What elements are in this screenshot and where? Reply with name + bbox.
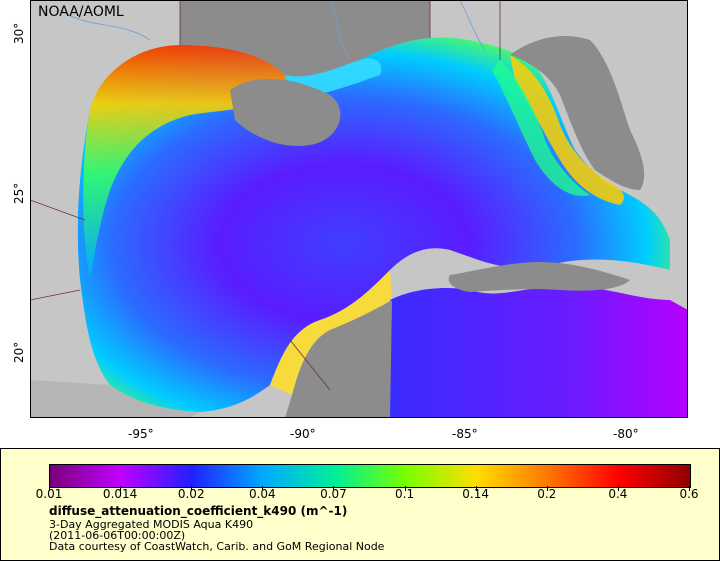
lon-tick-90: -90° [290, 427, 316, 441]
lon-tick-80: -80° [613, 427, 639, 441]
variable-title: diffuse_attenuation_coefficient_k490 (m^… [49, 504, 348, 518]
credit-line: Data courtesy of CoastWatch, Carib. and … [49, 540, 385, 553]
colorbar-tick-label: 0.14 [462, 487, 490, 501]
legend-panel: diffuse_attenuation_coefficient_k490 (m^… [0, 448, 720, 561]
lat-tick-20: 20° [12, 341, 26, 363]
colorbar-tick-mark [617, 486, 619, 491]
texas-louisiana-land [180, 0, 430, 77]
colorbar-tick-mark [689, 486, 690, 491]
mexico-west-land [30, 0, 180, 418]
colorbar-tick-mark [333, 486, 335, 491]
colorbar [49, 464, 691, 488]
gray-land-inset [230, 78, 341, 146]
colorbar-tick-mark [546, 486, 548, 491]
colorbar-tick-label: 0.02 [177, 487, 205, 501]
colorbar-tick-label: 0.6 [679, 487, 699, 501]
colorbar-tick-mark [404, 486, 406, 491]
chlorophyll-map [30, 0, 688, 418]
date-line: (2011-06-06T00:00:00Z) [49, 529, 186, 542]
colorbar-tick-label: 0.014 [102, 487, 138, 501]
colorbar-tick-mark [475, 486, 477, 491]
lat-tick-25: 25° [12, 182, 26, 204]
colorbar-tick-label: 0.4 [608, 487, 628, 501]
caribbean-water [390, 285, 688, 418]
mexico-interior [30, 380, 200, 418]
rivers [59, 0, 486, 59]
map-panel: NOAA/AOML [30, 0, 688, 418]
louisiana-bloom [285, 58, 382, 95]
cuba-island [448, 262, 630, 292]
colorbar-tick-label: 0.04 [248, 487, 276, 501]
colorbar-tick-label: 0.01 [35, 487, 63, 501]
florida-peninsula [510, 35, 645, 190]
political-borders [30, 0, 501, 391]
colorbar-tick-mark [262, 486, 264, 491]
florida-shelf-bloom [510, 55, 625, 205]
product-subtitle: 3-Day Aggregated MODIS Aqua K490 [49, 518, 254, 531]
colorbar-tick-mark [120, 486, 122, 491]
yucatan-shelf-bloom [270, 270, 392, 395]
lon-tick-85: -85° [452, 427, 478, 441]
colorbar-tick-mark [191, 486, 193, 491]
colorbar-tick-label: 0.07 [320, 487, 347, 501]
colorbar-tick-label: 0.2 [537, 487, 557, 501]
lon-tick-95: -95° [128, 427, 154, 441]
colorbar-tick-mark [49, 486, 50, 491]
florida-shelf-bloom-inner [492, 60, 590, 196]
lat-tick-30: 30° [12, 22, 26, 44]
agency-label: NOAA/AOML [38, 4, 124, 20]
yucatan-peninsula [285, 300, 392, 418]
colorbar-tick-label: 0.1 [395, 487, 415, 501]
